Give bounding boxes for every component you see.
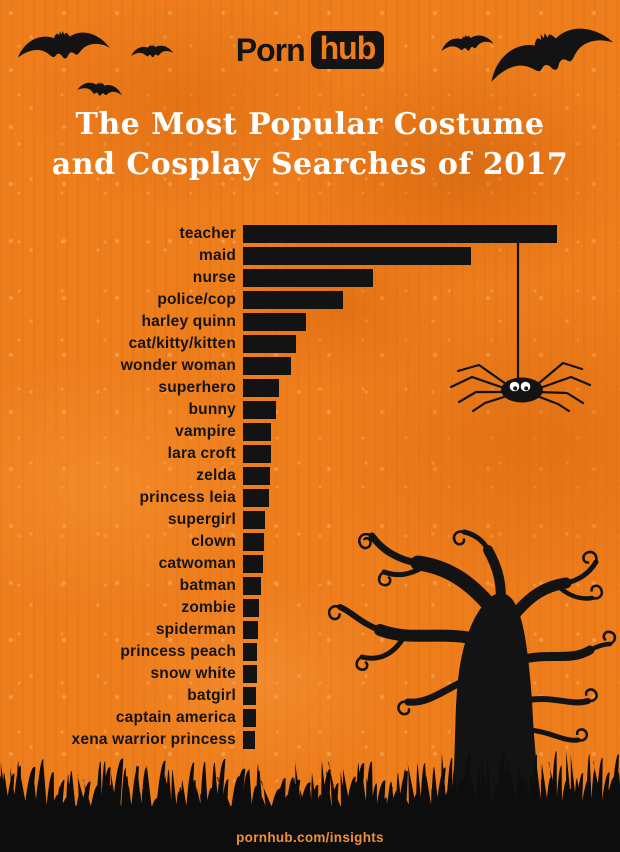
chart-row: bunny xyxy=(0,399,620,421)
bar xyxy=(243,665,257,683)
bar xyxy=(243,291,343,309)
bar xyxy=(243,247,471,265)
bar xyxy=(243,225,557,243)
bar-label: nurse xyxy=(192,269,236,286)
bar xyxy=(243,511,265,529)
chart-row: vampire xyxy=(0,421,620,443)
bar-label: maid xyxy=(199,247,236,264)
bar xyxy=(243,577,261,595)
bar-label: harley quinn xyxy=(141,313,236,330)
bar xyxy=(243,445,271,463)
chart-row: superhero xyxy=(0,377,620,399)
chart-row: snow white xyxy=(0,663,620,685)
chart-row: maid xyxy=(0,245,620,267)
logo-badge-hub: hub xyxy=(310,31,385,69)
bar-label: teacher xyxy=(179,225,236,242)
bar-label: princess peach xyxy=(120,643,236,660)
chart-row: princess leia xyxy=(0,487,620,509)
bar xyxy=(243,687,256,705)
bar-label: lara croft xyxy=(167,445,236,462)
bar xyxy=(243,401,276,419)
bar xyxy=(243,643,257,661)
bar xyxy=(243,709,256,727)
chart-row: batgirl xyxy=(0,685,620,707)
bar xyxy=(243,533,264,551)
bar-label: clown xyxy=(191,533,236,550)
bar-label: batman xyxy=(179,577,236,594)
bar-label: vampire xyxy=(175,423,236,440)
bar-label: zombie xyxy=(181,599,236,616)
chart-row: lara croft xyxy=(0,443,620,465)
page-title: The Most Popular Costume and Cosplay Sea… xyxy=(0,105,620,185)
bar xyxy=(243,335,296,353)
bar-label: princess leia xyxy=(139,489,236,506)
logo-text-porn: Porn xyxy=(235,31,306,68)
chart-row: clown xyxy=(0,531,620,553)
chart-row: cat/kitty/kitten xyxy=(0,333,620,355)
bar xyxy=(243,489,269,507)
chart-row: zombie xyxy=(0,597,620,619)
chart-row: batman xyxy=(0,575,620,597)
bar-label: batgirl xyxy=(187,687,236,704)
chart-row: zelda xyxy=(0,465,620,487)
pornhub-logo: Porn hub xyxy=(0,31,620,69)
chart-row: princess peach xyxy=(0,641,620,663)
bar xyxy=(243,731,255,749)
chart-row: catwoman xyxy=(0,553,620,575)
bar xyxy=(243,269,373,287)
bar xyxy=(243,621,258,639)
chart-row: captain america xyxy=(0,707,620,729)
chart-row: xena warrior princess xyxy=(0,729,620,751)
chart-row: supergirl xyxy=(0,509,620,531)
bar-label: police/cop xyxy=(157,291,236,308)
bar xyxy=(243,555,263,573)
title-line-2: and Cosplay Searches of 2017 xyxy=(51,147,569,182)
bar-label: cat/kitty/kitten xyxy=(128,335,236,352)
bar-label: xena warrior princess xyxy=(71,731,236,748)
bar-label: zelda xyxy=(196,467,236,484)
footer-url[interactable]: pornhub.com/insights xyxy=(236,830,384,845)
chart-row: harley quinn xyxy=(0,311,620,333)
bat-icon xyxy=(76,79,124,99)
bar xyxy=(243,423,271,441)
bar-label: superhero xyxy=(158,379,236,396)
chart-row: wonder woman xyxy=(0,355,620,377)
bar xyxy=(243,313,306,331)
chart-row: nurse xyxy=(0,267,620,289)
bar-label: supergirl xyxy=(167,511,236,528)
bar xyxy=(243,379,279,397)
bar-label: snow white xyxy=(150,665,236,682)
bar-label: wonder woman xyxy=(120,357,236,374)
bar-label: catwoman xyxy=(158,555,236,572)
bar xyxy=(243,467,270,485)
bar-label: spiderman xyxy=(155,621,236,638)
chart-row: police/cop xyxy=(0,289,620,311)
bar-label: captain america xyxy=(115,709,236,726)
title-line-1: The Most Popular Costume xyxy=(75,107,545,142)
bar-chart: teacher maid nurse police/cop harley quinn ca… xyxy=(0,223,620,751)
bar xyxy=(243,599,259,617)
bar-label: bunny xyxy=(188,401,236,418)
bar xyxy=(243,357,291,375)
chart-row: teacher xyxy=(0,223,620,245)
chart-row: spiderman xyxy=(0,619,620,641)
